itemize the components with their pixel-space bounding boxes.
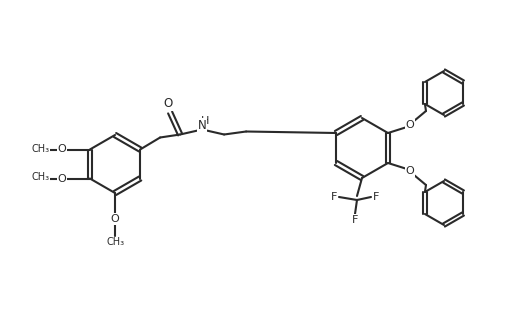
Text: O: O [164,97,173,110]
Text: O: O [57,173,66,184]
Text: H: H [201,115,209,126]
Text: F: F [352,215,358,225]
Text: CH₃: CH₃ [32,172,50,183]
Text: CH₃: CH₃ [107,237,125,247]
Text: O: O [57,144,66,155]
Text: F: F [331,192,337,202]
Text: O: O [406,166,414,176]
Text: F: F [373,192,379,202]
Text: N: N [198,119,207,132]
Text: O: O [110,214,119,224]
Text: CH₃: CH₃ [32,143,50,154]
Text: O: O [406,120,414,130]
